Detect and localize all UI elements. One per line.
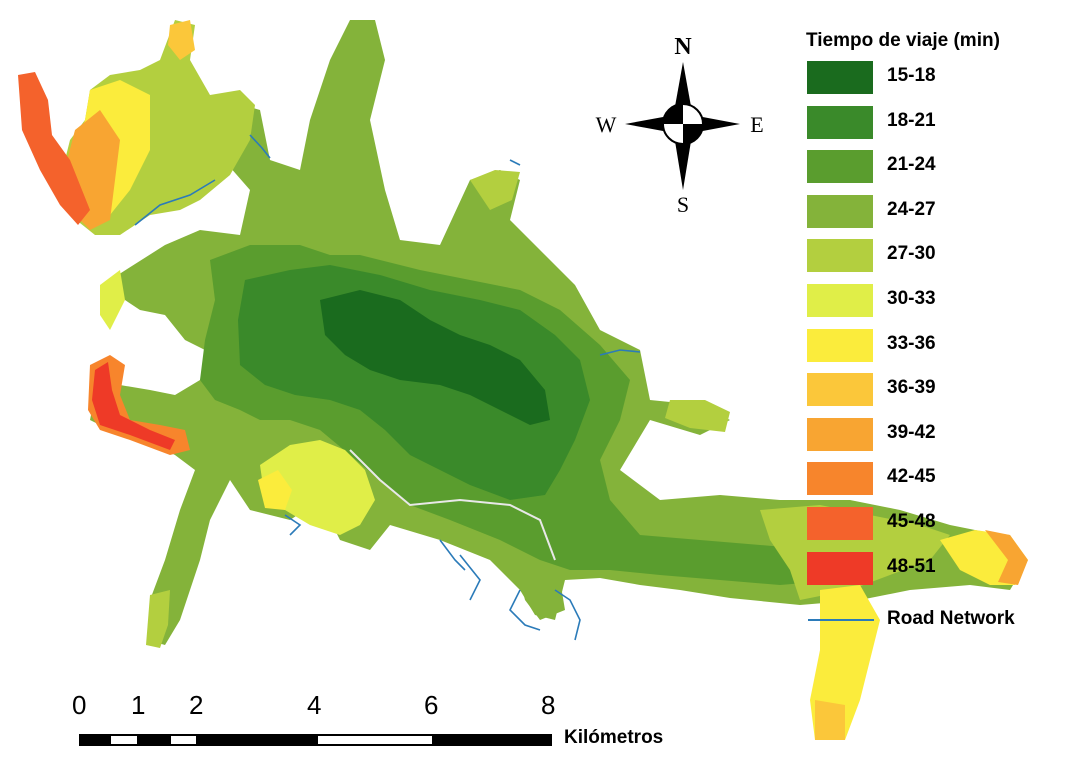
zone-west-red	[88, 355, 190, 455]
road-segment	[439, 539, 466, 571]
scale-segment	[139, 734, 169, 746]
zone-west-finger	[100, 270, 125, 330]
legend-label: 15-18	[887, 65, 936, 86]
legend-item: 24-27	[806, 190, 1061, 235]
legend-item: 15-18	[806, 56, 1061, 101]
zone-sw-leg	[146, 590, 170, 648]
zone-nw-top	[168, 20, 195, 60]
legend-label: 45-48	[887, 510, 936, 532]
scale-segment	[169, 734, 198, 746]
scale-tick-1: 1	[131, 690, 146, 720]
legend-item: 18-21	[806, 101, 1061, 146]
legend-label: 30-33	[887, 287, 936, 309]
compass-west: W	[596, 112, 617, 137]
legend-item: 33-36	[806, 324, 1061, 369]
legend-label: 18-21	[887, 109, 936, 131]
zone-east-finger	[665, 400, 730, 432]
legend-road-network: Road Network	[806, 606, 1061, 636]
zone-sw-yellow	[258, 470, 292, 510]
legend-swatch	[807, 506, 873, 540]
zone-se-orange	[815, 700, 845, 740]
map-zones	[18, 20, 1028, 740]
zone-se-tail	[810, 585, 880, 740]
legend-label: 33-36	[887, 332, 936, 354]
legend-item: 27-30	[806, 234, 1061, 279]
scale-unit-label: Kilómetros	[564, 727, 664, 748]
legend-title: Tiempo de viaje (min)	[806, 30, 1000, 51]
scale-tick-4: 4	[307, 690, 322, 720]
road-segment	[509, 159, 521, 166]
zone-sw-pocket	[260, 440, 375, 535]
legend-item: 42-45	[806, 457, 1061, 502]
zone-ne-lobe	[470, 170, 520, 210]
legend-item: 21-24	[806, 145, 1061, 190]
legend-label: 21-24	[887, 154, 936, 176]
legend-swatch	[807, 551, 873, 585]
legend-items: 15-18 18-21 21-24 24-27 27-30 30-33 33-36 36-39…	[806, 56, 1061, 591]
zone-15-18	[320, 290, 550, 425]
river	[349, 449, 556, 561]
compass-south: S	[677, 192, 689, 217]
legend-label: 48-51	[887, 555, 936, 577]
legend-item: 36-39	[806, 368, 1061, 413]
scale-tick-6: 6	[424, 690, 439, 720]
scale-tick-8: 8	[541, 690, 556, 720]
road-segment	[134, 179, 216, 226]
scale-segment	[79, 734, 109, 746]
legend-label: 39-42	[887, 421, 936, 443]
legend-item: 45-48	[806, 502, 1061, 547]
legend-swatch	[807, 283, 873, 317]
legend-item: 48-51	[806, 547, 1061, 592]
zone-east-end-orange	[985, 530, 1028, 585]
compass-center-quad	[663, 104, 683, 124]
road-segment	[554, 589, 581, 641]
road-segment	[284, 514, 302, 536]
scale-segment	[434, 734, 552, 746]
legend-swatch	[807, 105, 873, 139]
compass-east: E	[750, 112, 763, 137]
legend-swatch	[807, 417, 873, 451]
zone-west-redcore	[92, 362, 175, 450]
compass-rose: N S E W	[596, 34, 764, 217]
legend: Tiempo de viaje (min) 15-18 18-21 21-24 24-…	[806, 30, 1061, 591]
river-line	[349, 449, 556, 561]
legend-label: 36-39	[887, 377, 936, 399]
legend-item: 39-42	[806, 413, 1061, 458]
compass-north: N	[674, 34, 692, 60]
legend-label: 42-45	[887, 466, 936, 488]
scale-tick-0: 0	[72, 690, 87, 720]
scale-segment	[109, 734, 139, 746]
legend-swatch	[807, 373, 873, 407]
road-network-label: Road Network	[887, 608, 1015, 629]
scale-segment	[198, 734, 316, 746]
road-segment	[459, 554, 481, 601]
scale-tick-2: 2	[189, 690, 204, 720]
legend-swatch	[807, 239, 873, 273]
road-segment	[249, 134, 271, 159]
road-network	[134, 134, 641, 641]
legend-label: 24-27	[887, 198, 936, 220]
legend-swatch	[807, 150, 873, 184]
legend-swatch	[807, 462, 873, 496]
zone-nw-red	[18, 72, 90, 225]
legend-label: 27-30	[887, 243, 936, 265]
legend-swatch	[807, 194, 873, 228]
scale-segment	[316, 734, 434, 746]
road-segment	[509, 589, 541, 631]
compass-center-quad	[683, 124, 703, 144]
zone-south-lobe	[520, 580, 565, 620]
legend-item: 30-33	[806, 279, 1061, 324]
road-line-swatch	[808, 619, 874, 621]
road-segment	[599, 349, 641, 356]
legend-swatch	[807, 328, 873, 362]
legend-swatch	[807, 61, 873, 94]
